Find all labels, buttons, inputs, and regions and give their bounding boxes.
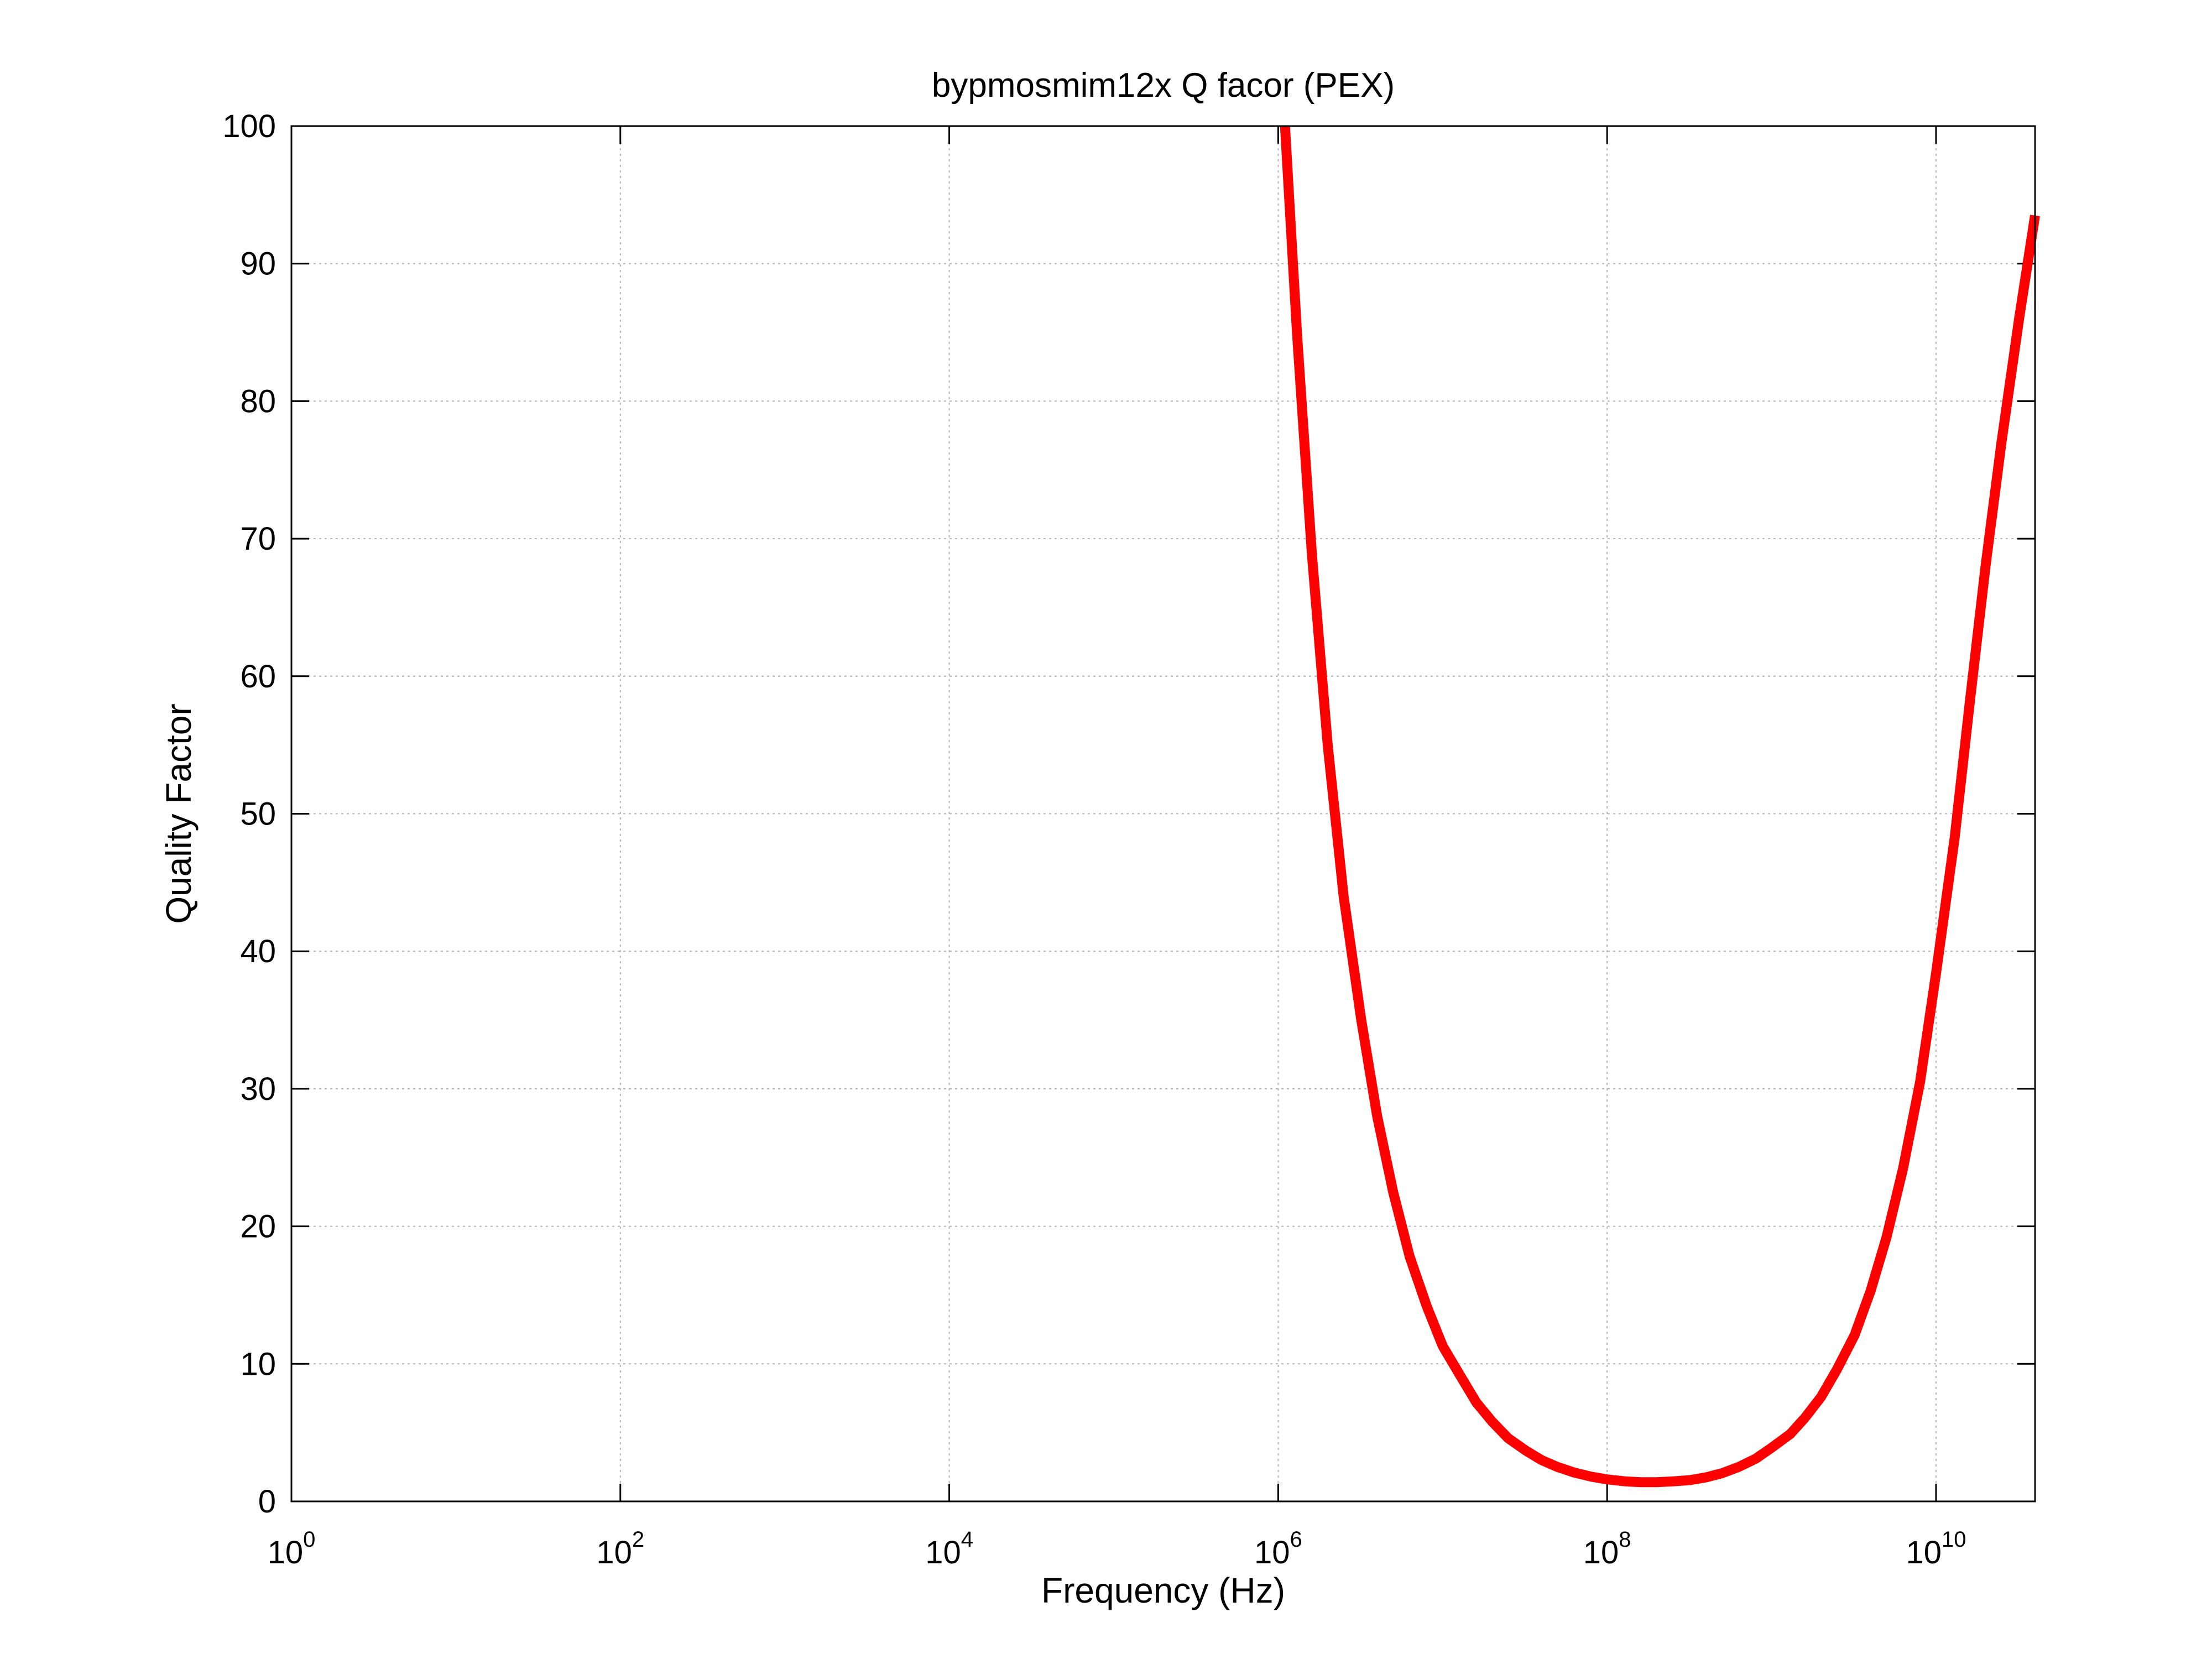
x-tick-label: 108 bbox=[1583, 1527, 1631, 1571]
y-tick-label: 20 bbox=[240, 1209, 276, 1245]
x-tick-exponent: 6 bbox=[1290, 1527, 1302, 1552]
grid bbox=[291, 126, 2035, 1501]
x-tick-exponent: 10 bbox=[1942, 1527, 1966, 1552]
series-line-quality-factor bbox=[1280, 126, 2040, 1488]
y-tick-label: 0 bbox=[258, 1484, 276, 1520]
x-tick-labels: 100 102 104 106 108 1010 bbox=[268, 1527, 1966, 1571]
x-tick-exponent: 8 bbox=[1619, 1527, 1631, 1552]
x-tick-base: 10 bbox=[1906, 1535, 1942, 1571]
chart-title: bypmosmim12x Q facor (PEX) bbox=[932, 66, 1395, 105]
x-tick-base: 10 bbox=[596, 1535, 632, 1571]
y-tick-label: 100 bbox=[222, 108, 276, 144]
x-tick-base: 10 bbox=[1583, 1535, 1619, 1571]
y-axis-title: Quality Factor bbox=[159, 703, 199, 924]
x-tick-label: 1010 bbox=[1906, 1527, 1966, 1571]
plot-area bbox=[291, 126, 2035, 1501]
series-layer bbox=[1280, 126, 2040, 1488]
x-tick-label: 102 bbox=[596, 1527, 644, 1571]
y-tick-label: 80 bbox=[240, 383, 276, 419]
y-tick-label: 90 bbox=[240, 246, 276, 282]
x-tick-exponent: 0 bbox=[303, 1527, 315, 1552]
y-tick-label: 50 bbox=[240, 796, 276, 832]
y-tick-label: 10 bbox=[240, 1346, 276, 1382]
y-tick-label: 30 bbox=[240, 1071, 276, 1107]
x-tick-label: 100 bbox=[268, 1527, 316, 1571]
x-tick-base: 10 bbox=[268, 1535, 304, 1571]
y-tick-label: 60 bbox=[240, 659, 276, 695]
y-tick-label: 70 bbox=[240, 521, 276, 557]
x-tick-label: 104 bbox=[925, 1527, 973, 1571]
y-tick-label: 40 bbox=[240, 933, 276, 969]
x-tick-exponent: 4 bbox=[961, 1527, 973, 1552]
x-tick-label: 106 bbox=[1254, 1527, 1302, 1571]
plot-frame bbox=[290, 125, 2036, 1503]
x-axis-title: Frequency (Hz) bbox=[1041, 1571, 1285, 1610]
x-tick-exponent: 2 bbox=[632, 1527, 644, 1552]
x-tick-base: 10 bbox=[1254, 1535, 1290, 1571]
x-tick-base: 10 bbox=[925, 1535, 961, 1571]
y-tick-labels: 0 10 20 30 40 50 60 70 80 90 100 bbox=[222, 108, 276, 1520]
